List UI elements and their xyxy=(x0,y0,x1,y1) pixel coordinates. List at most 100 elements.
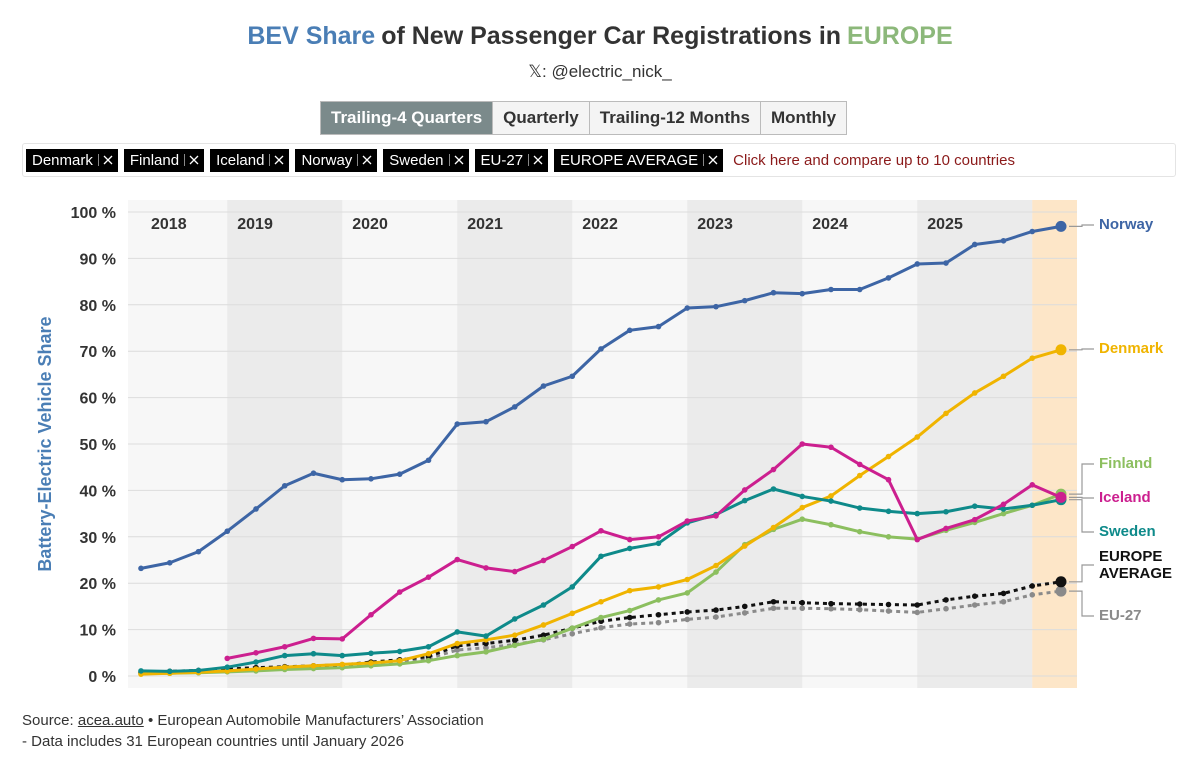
data-point xyxy=(224,664,231,670)
remove-icon[interactable] xyxy=(184,154,200,166)
data-point xyxy=(943,525,949,532)
data-point xyxy=(713,513,719,519)
data-point xyxy=(655,540,662,547)
compare-link[interactable]: Click here and compare up to 10 countrie… xyxy=(733,151,1015,169)
data-point xyxy=(310,470,317,477)
data-point xyxy=(943,260,949,266)
year-label: 2022 xyxy=(582,216,618,233)
year-label: 2020 xyxy=(352,216,388,233)
source-link[interactable]: acea.auto xyxy=(77,712,144,729)
country-tag[interactable]: EU-27 xyxy=(474,148,549,172)
data-point xyxy=(885,508,892,515)
data-point xyxy=(713,562,719,569)
series-line xyxy=(226,442,1062,660)
data-point xyxy=(454,652,461,659)
series-end-label: EU-27 xyxy=(1099,607,1142,624)
data-point xyxy=(626,614,633,621)
data-point xyxy=(914,609,921,616)
data-point xyxy=(799,441,806,447)
data-point xyxy=(396,589,403,595)
data-point xyxy=(1029,583,1036,589)
data-point xyxy=(166,559,173,566)
country-tag[interactable]: Norway xyxy=(295,148,378,172)
data-point xyxy=(885,453,892,460)
data-point xyxy=(626,607,633,614)
label-connector xyxy=(1069,499,1094,533)
data-point xyxy=(626,587,633,594)
data-point xyxy=(253,506,259,512)
series-end-label: EUROPE AVERAGE xyxy=(1099,548,1173,582)
y-tick-label: 80 % xyxy=(80,298,116,315)
note: - Data includes 31 European countries un… xyxy=(22,733,404,750)
data-point xyxy=(253,650,259,656)
toggle-button[interactable]: Quarterly xyxy=(493,102,590,134)
data-point xyxy=(770,486,777,492)
chart: 2018 2019 2020 2021 2022 2023 2024 2025 0 % 10 % 2… xyxy=(35,200,1094,688)
data-point xyxy=(799,599,806,606)
country-tag[interactable]: EUROPE AVERAGE xyxy=(554,148,724,172)
data-point xyxy=(483,418,489,425)
data-point xyxy=(281,643,288,650)
country-tag[interactable]: Sweden xyxy=(383,148,469,172)
y-tick-label: 0 % xyxy=(88,669,116,686)
data-point xyxy=(281,664,288,670)
label-connector xyxy=(1069,564,1094,583)
year-label: 2021 xyxy=(467,216,503,233)
data-point xyxy=(454,640,461,647)
data-point xyxy=(540,602,547,608)
title-part: of New Passenger Car Registrations in xyxy=(381,22,842,50)
data-point xyxy=(684,590,691,596)
data-point xyxy=(626,621,633,627)
toggle-button[interactable]: Monthly xyxy=(760,102,847,134)
data-point xyxy=(540,622,547,628)
footer: Source: acea.auto • European Automobile … xyxy=(22,710,484,752)
country-tag[interactable]: Denmark xyxy=(26,148,118,172)
data-point xyxy=(569,373,576,380)
label-connector xyxy=(1069,348,1094,351)
data-point xyxy=(281,482,288,489)
tag-label: Iceland xyxy=(216,151,265,169)
tag-label: EU-27 xyxy=(480,151,524,169)
data-point xyxy=(454,556,461,563)
y-tick-label: 10 % xyxy=(80,623,116,640)
remove-icon[interactable] xyxy=(97,154,114,166)
remove-icon[interactable] xyxy=(269,154,285,166)
year-label: 2023 xyxy=(697,216,733,233)
data-point xyxy=(1029,502,1036,509)
country-tag[interactable]: Finland xyxy=(123,148,205,172)
data-point xyxy=(1000,501,1007,508)
data-point xyxy=(598,346,604,352)
data-point xyxy=(253,659,259,665)
data-point xyxy=(339,652,346,659)
country-tag[interactable]: Iceland xyxy=(210,148,290,172)
data-point xyxy=(799,516,806,522)
data-point xyxy=(511,404,518,410)
source-label: Source: xyxy=(22,712,74,729)
data-point xyxy=(1055,585,1067,597)
data-point xyxy=(425,643,432,650)
toggle-button[interactable]: Trailing-4 Quarters xyxy=(321,102,494,134)
data-point xyxy=(1000,590,1007,597)
data-point xyxy=(540,557,547,564)
data-point xyxy=(511,637,518,644)
remove-icon[interactable] xyxy=(528,154,544,166)
data-point xyxy=(1000,237,1007,244)
data-point xyxy=(684,518,691,524)
remove-icon[interactable] xyxy=(448,154,465,166)
data-point xyxy=(856,472,863,479)
data-point xyxy=(856,286,863,293)
toggle-button[interactable]: Trailing-12 Months xyxy=(589,102,761,134)
year-label: 2024 xyxy=(812,216,848,233)
data-point xyxy=(914,261,921,267)
source-line: Source: acea.auto • European Automobile … xyxy=(22,710,484,731)
remove-icon[interactable] xyxy=(703,154,719,166)
data-point xyxy=(914,602,921,608)
data-point xyxy=(684,576,691,583)
data-point xyxy=(1029,228,1036,235)
y-tick-label: 60 % xyxy=(80,391,116,408)
data-point xyxy=(483,649,489,655)
remove-icon[interactable] xyxy=(357,154,373,166)
y-tick-label: 100 % xyxy=(71,205,116,222)
